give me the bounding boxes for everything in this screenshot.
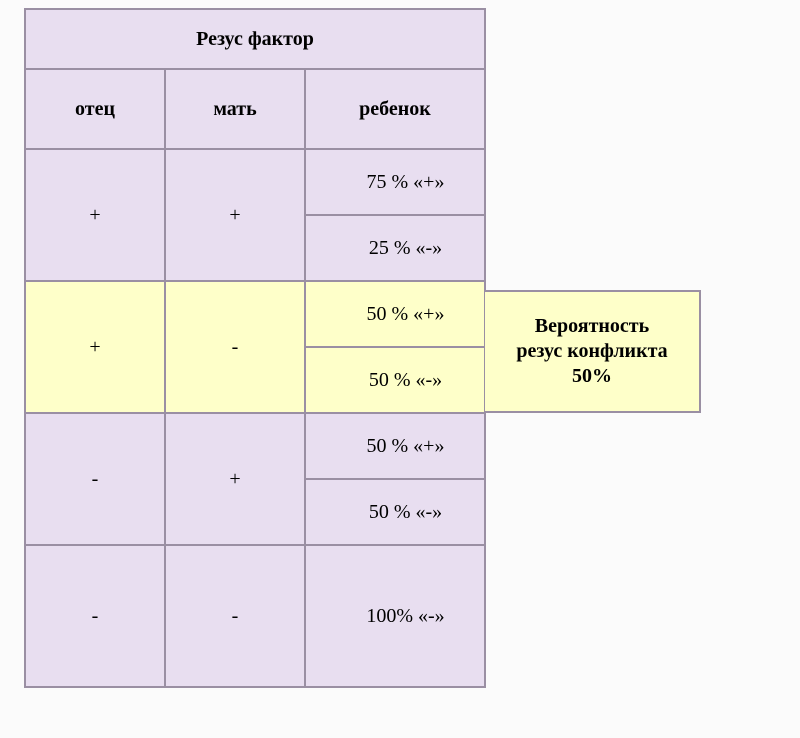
table-title: Резус фактор [25,9,485,69]
mother-cell: + [165,149,305,281]
callout-line: 50% [572,365,612,387]
father-cell: - [25,545,165,687]
page-canvas: Резус фактор отец мать ребенок + + 75 % … [0,0,800,738]
father-cell: + [25,149,165,281]
mother-cell: + [165,413,305,545]
mother-cell: - [165,545,305,687]
table-row: + + 75 % «+» [25,149,485,215]
table-row: + - 50 % «+» [25,281,485,347]
child-cell: 75 % «+» [305,149,485,215]
conflict-callout: Вероятность резус конфликта 50% [485,290,701,413]
child-cell: 100% «-» [305,545,485,687]
table-row: - - 100% «-» [25,545,485,687]
child-cell: 50 % «-» [305,479,485,545]
table-row: - + 50 % «+» [25,413,485,479]
father-cell: + [25,281,165,413]
child-cell: 25 % «-» [305,215,485,281]
mother-cell: - [165,281,305,413]
header-row: отец мать ребенок [25,69,485,149]
child-cell: 50 % «-» [305,347,485,413]
father-cell: - [25,413,165,545]
rh-factor-table: Резус фактор отец мать ребенок + + 75 % … [24,8,486,688]
col-header-child: ребенок [305,69,485,149]
title-row: Резус фактор [25,9,485,69]
child-cell: 50 % «+» [305,281,485,347]
col-header-father: отец [25,69,165,149]
col-header-mother: мать [165,69,305,149]
callout-line: резус конфликта [516,340,667,362]
callout-text: Вероятность резус конфликта 50% [516,314,667,389]
child-cell: 50 % «+» [305,413,485,479]
callout-line: Вероятность [535,315,649,337]
